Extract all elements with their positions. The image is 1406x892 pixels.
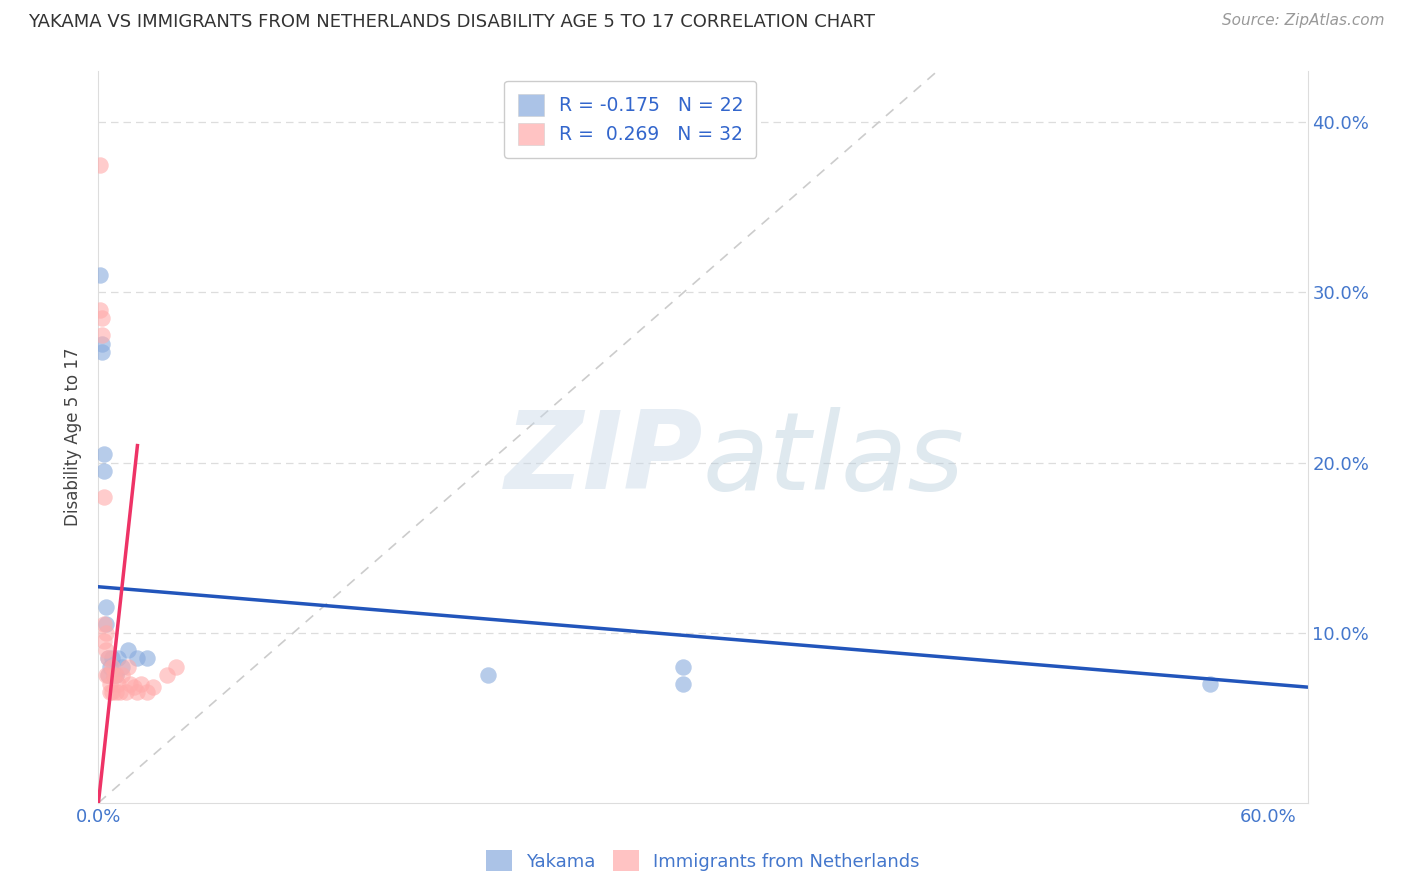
Point xyxy=(111,668,134,682)
Point xyxy=(156,668,179,682)
Point xyxy=(97,668,120,682)
Point xyxy=(93,617,115,632)
Point xyxy=(111,659,134,673)
Point xyxy=(91,345,114,359)
Point xyxy=(104,668,127,682)
Point xyxy=(672,659,695,673)
Point xyxy=(104,668,127,682)
Point xyxy=(91,311,114,326)
Point xyxy=(103,668,125,682)
Point xyxy=(117,659,139,673)
Point xyxy=(103,668,125,682)
Y-axis label: Disability Age 5 to 17: Disability Age 5 to 17 xyxy=(65,348,83,526)
Point xyxy=(89,158,111,172)
Point xyxy=(98,677,121,691)
Point xyxy=(107,677,129,691)
Point xyxy=(96,642,118,657)
Point xyxy=(97,668,120,682)
Point xyxy=(127,685,149,699)
Point xyxy=(93,464,115,478)
Text: YAKAMA VS IMMIGRANTS FROM NETHERLANDS DISABILITY AGE 5 TO 17 CORRELATION CHART: YAKAMA VS IMMIGRANTS FROM NETHERLANDS DI… xyxy=(28,13,875,31)
Legend: Yakama, Immigrants from Netherlands: Yakama, Immigrants from Netherlands xyxy=(479,843,927,879)
Point xyxy=(477,668,499,682)
Point xyxy=(1199,677,1222,691)
Point xyxy=(89,302,111,317)
Point xyxy=(89,268,111,283)
Point xyxy=(96,617,118,632)
Text: Source: ZipAtlas.com: Source: ZipAtlas.com xyxy=(1222,13,1385,29)
Point xyxy=(96,625,118,640)
Point xyxy=(98,685,121,699)
Point xyxy=(101,659,124,673)
Point xyxy=(142,680,165,694)
Point xyxy=(96,668,118,682)
Point xyxy=(91,328,114,343)
Point xyxy=(98,659,121,673)
Point xyxy=(97,651,120,665)
Point xyxy=(93,490,115,504)
Point xyxy=(165,659,187,673)
Point xyxy=(108,685,131,699)
Legend: R = -0.175   N = 22, R =  0.269   N = 32: R = -0.175 N = 22, R = 0.269 N = 32 xyxy=(505,81,756,158)
Point xyxy=(96,600,118,615)
Point xyxy=(131,677,153,691)
Point xyxy=(672,677,695,691)
Text: atlas: atlas xyxy=(703,407,965,511)
Point xyxy=(122,680,145,694)
Point xyxy=(93,447,115,461)
Point xyxy=(101,651,124,665)
Point xyxy=(117,642,139,657)
Point xyxy=(136,651,159,665)
Point xyxy=(136,685,159,699)
Text: ZIP: ZIP xyxy=(505,406,703,512)
Point xyxy=(97,651,120,665)
Point xyxy=(118,677,141,691)
Point xyxy=(107,651,129,665)
Point xyxy=(114,685,136,699)
Point xyxy=(104,685,127,699)
Point xyxy=(127,651,149,665)
Point xyxy=(91,336,114,351)
Point xyxy=(101,685,124,699)
Point xyxy=(93,634,115,648)
